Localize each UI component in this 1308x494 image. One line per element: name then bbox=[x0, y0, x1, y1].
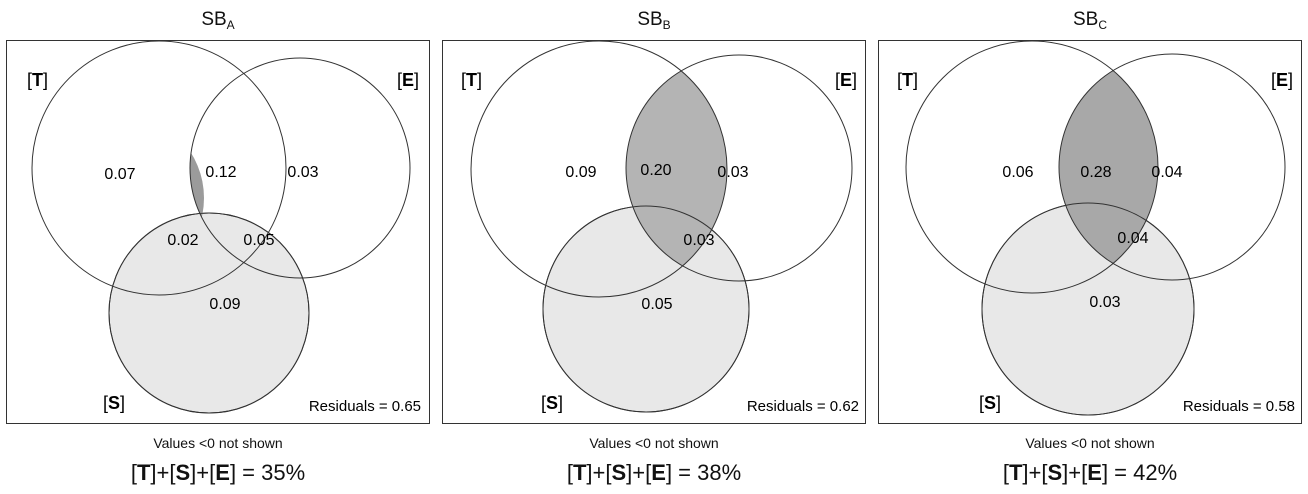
value-e-only: 0.03 bbox=[717, 164, 748, 181]
note-text: Values <0 not shown bbox=[1025, 435, 1155, 451]
panel-subscript: B bbox=[662, 18, 671, 32]
value-e-only: 0.03 bbox=[287, 164, 318, 181]
set-e-circle bbox=[1058, 53, 1286, 281]
set-label-t: [T] bbox=[461, 70, 482, 90]
value-e-s: 0.03 bbox=[683, 232, 714, 249]
set-te-intersection bbox=[1059, 54, 1158, 280]
set-e-circle bbox=[625, 54, 853, 282]
venn-panel-c: SBC [T] [E] [S] 0.06 0.28 0.04 0.04 0.03… bbox=[874, 0, 1306, 494]
set-t-circle bbox=[470, 41, 728, 298]
value-t-s: 0.02 bbox=[167, 232, 198, 249]
set-label-e: [E] bbox=[1271, 70, 1293, 90]
set-t-circle bbox=[905, 41, 1159, 294]
panel-title: SBC bbox=[1072, 9, 1108, 32]
value-t-e: 0.20 bbox=[640, 162, 671, 179]
panel-subscript: C bbox=[1098, 18, 1108, 32]
set-s-outline bbox=[108, 212, 310, 414]
value-t-e: 0.28 bbox=[1080, 164, 1111, 181]
set-label-s: [S] bbox=[103, 393, 125, 413]
value-s-only: 0.09 bbox=[209, 296, 240, 313]
venn-panel-b: SBB [T] [E] [S] 0.09 0.20 0.03 0.03 0.05… bbox=[438, 0, 870, 494]
note-text: Values <0 not shown bbox=[589, 435, 719, 451]
venn-box: [T] [E] [S] 0.09 0.20 0.03 0.03 0.05 Res… bbox=[442, 40, 866, 424]
residuals-label: Residuals = 0.62 bbox=[747, 398, 859, 415]
set-label-e: [E] bbox=[397, 70, 419, 90]
set-label-s: [S] bbox=[979, 393, 1001, 413]
total-formula: [T]+[S]+[E] = 38% bbox=[566, 460, 742, 485]
panel-title: SBB bbox=[637, 9, 671, 32]
value-e-only: 0.04 bbox=[1151, 164, 1182, 181]
value-t-only: 0.09 bbox=[565, 164, 596, 181]
value-e-s: 0.05 bbox=[243, 232, 274, 249]
value-t-only: 0.06 bbox=[1002, 164, 1033, 181]
venn-diagram: [T] [E] [S] 0.06 0.28 0.04 0.04 0.03 Res… bbox=[897, 41, 1295, 416]
venn-box: [T] [E] [S] 0.06 0.28 0.04 0.04 0.03 Res… bbox=[878, 40, 1302, 424]
set-label-t: [T] bbox=[897, 70, 918, 90]
set-s-outline bbox=[542, 205, 750, 413]
set-s-outline bbox=[981, 202, 1195, 416]
set-te-intersection bbox=[626, 55, 727, 281]
panel-title: SBA bbox=[201, 9, 235, 32]
value-e-s: 0.04 bbox=[1117, 230, 1148, 247]
total-formula: [T]+[S]+[E] = 42% bbox=[1002, 460, 1178, 485]
total-value: 38% bbox=[697, 460, 742, 485]
set-t-circle bbox=[31, 41, 287, 296]
value-s-only: 0.03 bbox=[1089, 294, 1120, 311]
value-t-only: 0.07 bbox=[104, 166, 135, 183]
total-value: 35% bbox=[261, 460, 306, 485]
set-label-e: [E] bbox=[835, 70, 857, 90]
total-value: 42% bbox=[1133, 460, 1178, 485]
venn-diagram: [T] [E] [S] 0.07 0.12 0.03 0.02 0.05 0.0… bbox=[27, 41, 421, 415]
note-text: Values <0 not shown bbox=[153, 435, 283, 451]
set-s-circle bbox=[108, 212, 310, 414]
set-label-s: [S] bbox=[541, 393, 563, 413]
venn-panel-a: SBA [T] [E] [S] 0.07 0.12 0.03 0.02 0.05… bbox=[2, 0, 434, 494]
residuals-label: Residuals = 0.58 bbox=[1183, 398, 1295, 415]
value-s-only: 0.05 bbox=[641, 296, 672, 313]
venn-box: [T] [E] [S] 0.07 0.12 0.03 0.02 0.05 0.0… bbox=[6, 40, 430, 424]
set-e-circle bbox=[189, 57, 411, 279]
residuals-label: Residuals = 0.65 bbox=[309, 398, 421, 415]
value-t-e: 0.12 bbox=[205, 164, 236, 181]
total-formula: [T]+[S]+[E] = 35% bbox=[130, 460, 306, 485]
set-label-t: [T] bbox=[27, 70, 48, 90]
venn-diagram: [T] [E] [S] 0.09 0.20 0.03 0.03 0.05 Res… bbox=[461, 41, 859, 415]
panel-subscript: A bbox=[226, 18, 235, 32]
